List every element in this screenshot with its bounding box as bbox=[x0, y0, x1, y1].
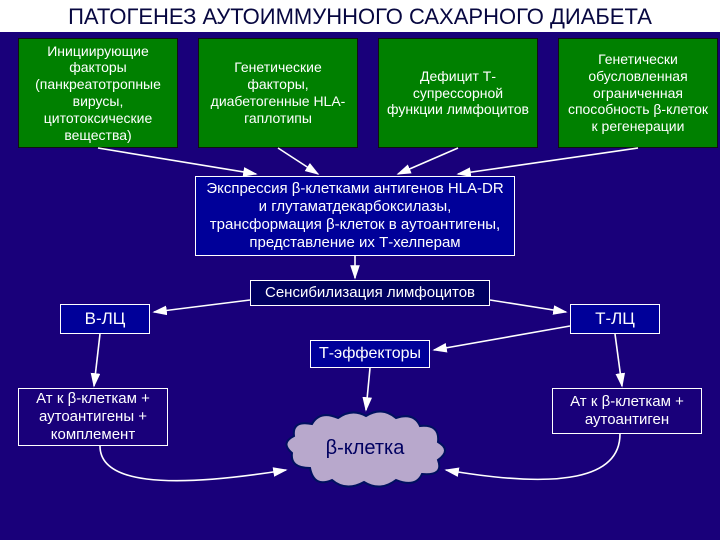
antibody-left-box: Ат к β-клеткам + аутоантигены + комплеме… bbox=[18, 388, 168, 446]
beta-cell-label: β-клетка bbox=[326, 437, 405, 460]
t-lc-box: Т-ЛЦ bbox=[570, 304, 660, 334]
expression-box: Экспрессия β-клетками антигенов HLA-DR и… bbox=[195, 176, 515, 256]
factor-box-3: Дефицит Т-супрессорной функции лимфоцито… bbox=[378, 38, 538, 148]
factor-box-4: Генетически обусловленная ограниченная с… bbox=[558, 38, 718, 148]
sensitization-box: Сенсибилизация лимфоцитов bbox=[250, 280, 490, 306]
antibody-right-box: Ат к β-клеткам + аутоантиген bbox=[552, 388, 702, 434]
b-lc-box: В-ЛЦ bbox=[60, 304, 150, 334]
factor-box-2: Генетические факторы, диабетогенные HLA-… bbox=[198, 38, 358, 148]
t-effectors-box: Т-эффекторы bbox=[310, 340, 430, 368]
diagram-title: ПАТОГЕНЕЗ АУТОИММУННОГО САХАРНОГО ДИАБЕТ… bbox=[0, 0, 720, 32]
beta-cell-cloud: β-клетка bbox=[280, 408, 450, 488]
factor-box-1: Инициирующие факторы (панкреатотропные в… bbox=[18, 38, 178, 148]
